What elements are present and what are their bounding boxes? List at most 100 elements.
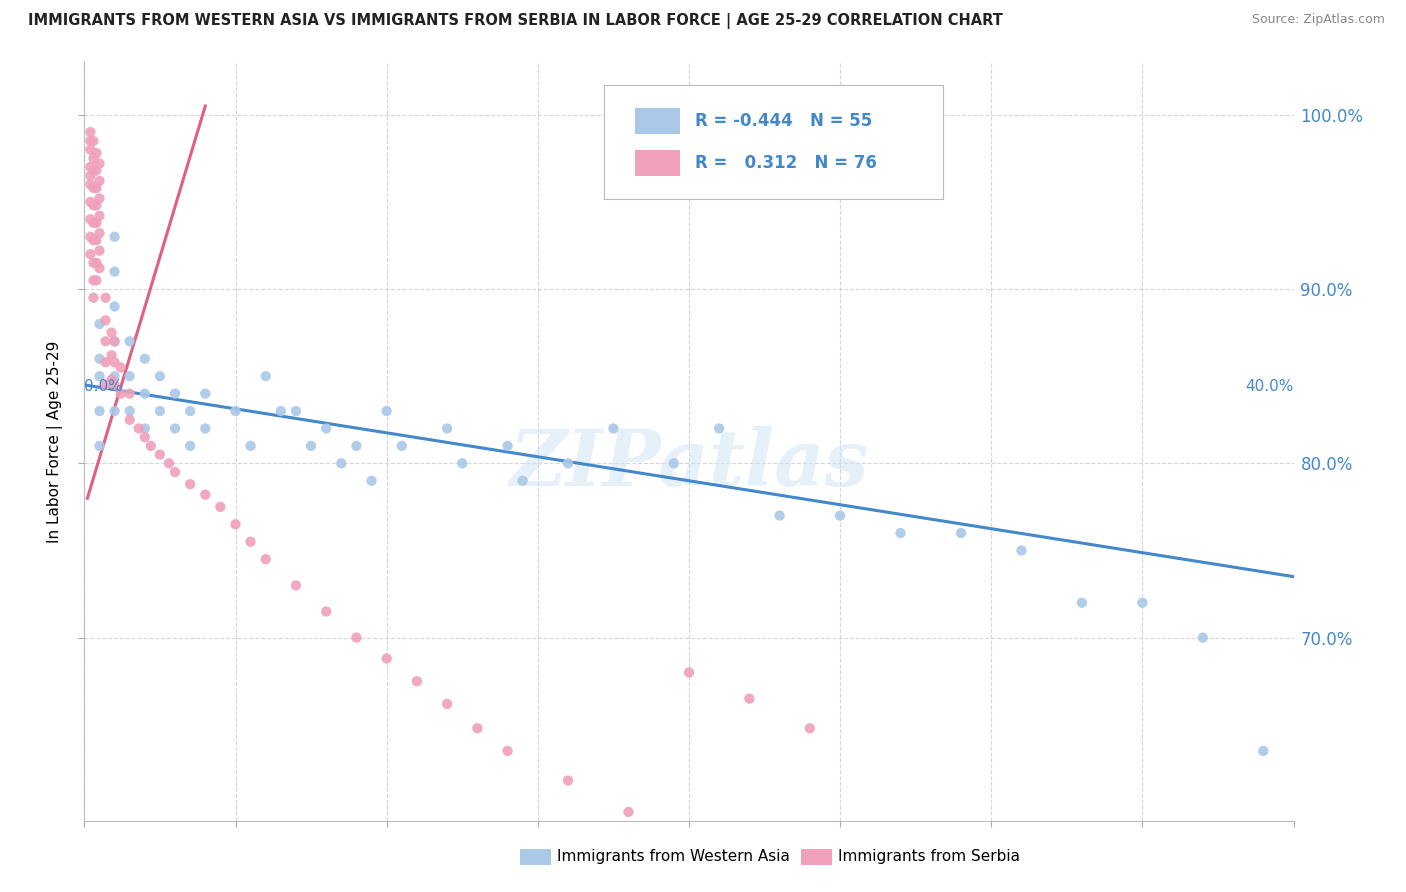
Point	[134, 430, 156, 444]
Point	[194, 421, 217, 435]
Point	[86, 233, 108, 247]
Point	[157, 456, 180, 470]
Point	[254, 552, 277, 566]
Point	[118, 386, 141, 401]
Point	[254, 369, 277, 384]
Point	[89, 226, 111, 240]
Point	[82, 233, 104, 247]
Point	[134, 386, 156, 401]
Point	[89, 369, 111, 384]
Point	[799, 721, 821, 735]
Point	[79, 125, 101, 139]
Point	[82, 134, 104, 148]
Point	[104, 229, 127, 244]
Point	[82, 256, 104, 270]
Point	[89, 404, 111, 418]
Y-axis label: In Labor Force | Age 25-29: In Labor Force | Age 25-29	[46, 341, 63, 542]
Point	[86, 273, 108, 287]
Point	[451, 456, 474, 470]
Point	[179, 439, 201, 453]
Point	[557, 773, 579, 788]
Text: Immigrants from Serbia: Immigrants from Serbia	[838, 849, 1019, 863]
Point	[86, 146, 108, 161]
Point	[100, 348, 122, 362]
Point	[165, 421, 187, 435]
Point	[79, 134, 101, 148]
Point	[315, 605, 337, 619]
Point	[602, 421, 624, 435]
Point	[104, 334, 127, 349]
Point	[890, 526, 912, 541]
Point	[79, 178, 101, 192]
Point	[270, 404, 292, 418]
Point	[239, 534, 262, 549]
Point	[134, 351, 156, 366]
Point	[82, 216, 104, 230]
Point	[406, 674, 429, 689]
Point	[86, 181, 108, 195]
Point	[512, 474, 534, 488]
Point	[94, 291, 117, 305]
Point	[1253, 744, 1275, 758]
Point	[104, 369, 127, 384]
Point	[79, 169, 101, 183]
Point	[79, 212, 101, 227]
Text: 40.0%: 40.0%	[1246, 378, 1294, 393]
Point	[662, 456, 685, 470]
Point	[375, 404, 398, 418]
Point	[496, 439, 519, 453]
Point	[100, 326, 122, 340]
Bar	[634, 108, 681, 135]
Text: R =   0.312   N = 76: R = 0.312 N = 76	[695, 154, 877, 172]
Point	[89, 244, 111, 258]
Point	[496, 744, 519, 758]
Point	[436, 421, 458, 435]
Point	[179, 477, 201, 491]
Point	[104, 355, 127, 369]
Point	[89, 174, 111, 188]
Point	[89, 191, 111, 205]
Point	[118, 413, 141, 427]
Point	[194, 386, 217, 401]
Point	[1130, 596, 1153, 610]
Point	[94, 334, 117, 349]
Point	[89, 351, 111, 366]
Point	[104, 334, 127, 349]
Point	[104, 377, 127, 392]
Point	[82, 273, 104, 287]
FancyBboxPatch shape	[605, 85, 943, 199]
Point	[299, 439, 322, 453]
Point	[950, 526, 973, 541]
Point	[82, 198, 104, 212]
Point	[436, 697, 458, 711]
Text: 0.0%: 0.0%	[84, 378, 124, 393]
Point	[118, 404, 141, 418]
Point	[330, 456, 353, 470]
Point	[239, 439, 262, 453]
Point	[194, 488, 217, 502]
Point	[149, 448, 172, 462]
Point	[225, 404, 247, 418]
Point	[86, 198, 108, 212]
Point	[79, 143, 101, 157]
Point	[179, 404, 201, 418]
Point	[118, 369, 141, 384]
Point	[467, 721, 489, 735]
Point	[617, 805, 640, 819]
Point	[104, 264, 127, 278]
Point	[110, 360, 132, 375]
Point	[89, 156, 111, 170]
Point	[104, 300, 127, 314]
Point	[94, 313, 117, 327]
Point	[94, 377, 117, 392]
Point	[82, 291, 104, 305]
Point	[89, 261, 111, 276]
Point	[139, 439, 162, 453]
Point	[375, 651, 398, 665]
Text: ZIPatlas: ZIPatlas	[509, 426, 869, 502]
Point	[82, 181, 104, 195]
Point	[128, 421, 150, 435]
Point	[149, 369, 172, 384]
Point	[285, 578, 308, 592]
Point	[1192, 631, 1215, 645]
